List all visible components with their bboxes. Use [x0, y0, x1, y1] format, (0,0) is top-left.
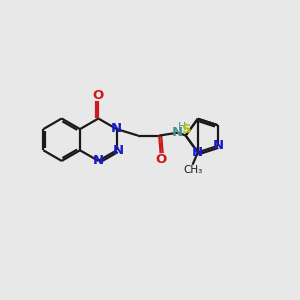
Text: N: N: [172, 125, 183, 139]
Text: O: O: [93, 89, 104, 102]
Text: CH₃: CH₃: [183, 165, 202, 175]
Text: N: N: [192, 146, 203, 159]
Text: O: O: [155, 153, 166, 166]
Text: N: N: [213, 140, 224, 152]
Text: N: N: [113, 144, 124, 157]
Text: N: N: [93, 154, 104, 167]
Text: H: H: [178, 122, 187, 132]
Text: S: S: [182, 123, 192, 136]
Text: N: N: [111, 122, 122, 135]
